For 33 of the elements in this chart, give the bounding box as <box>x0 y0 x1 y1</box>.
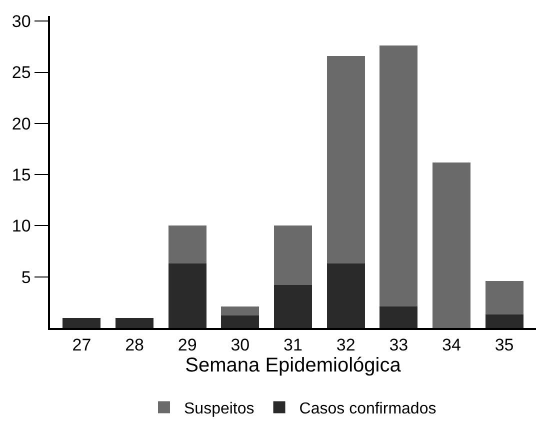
bar <box>326 264 365 328</box>
x-tick-label: 28 <box>125 335 144 354</box>
y-tick-label: 5 <box>21 268 31 287</box>
bar <box>274 226 312 286</box>
bar <box>221 306 260 316</box>
x-tick-label: 29 <box>178 335 197 354</box>
bar <box>380 46 418 307</box>
x-tick-label: 30 <box>230 335 250 354</box>
bar <box>326 56 365 264</box>
x-tick-label: 27 <box>72 335 92 354</box>
bar <box>380 306 418 328</box>
x-tick-label: 35 <box>494 335 514 354</box>
bar <box>168 264 206 328</box>
bar <box>116 318 154 328</box>
x-tick-label: 32 <box>336 335 356 354</box>
x-axis-title: Semana Epidemiológica <box>185 354 402 376</box>
bar <box>485 280 524 315</box>
y-tick-label: 25 <box>12 63 31 82</box>
bar <box>168 226 206 264</box>
bar <box>274 285 312 328</box>
y-tick-label: 15 <box>12 166 31 185</box>
y-tick-label: 30 <box>12 12 31 32</box>
legend-label: Casos confirmados <box>299 400 436 418</box>
bar <box>62 318 101 328</box>
y-tick-label: 20 <box>12 114 31 134</box>
x-tick-label: 34 <box>442 335 461 354</box>
bar <box>432 162 470 328</box>
legend-label: Suspeitos <box>184 400 254 418</box>
bar <box>485 314 524 328</box>
x-tick-label: 33 <box>389 335 408 354</box>
x-tick-label: 31 <box>284 335 302 354</box>
y-tick-label: 10 <box>12 216 31 236</box>
bar <box>221 316 260 328</box>
